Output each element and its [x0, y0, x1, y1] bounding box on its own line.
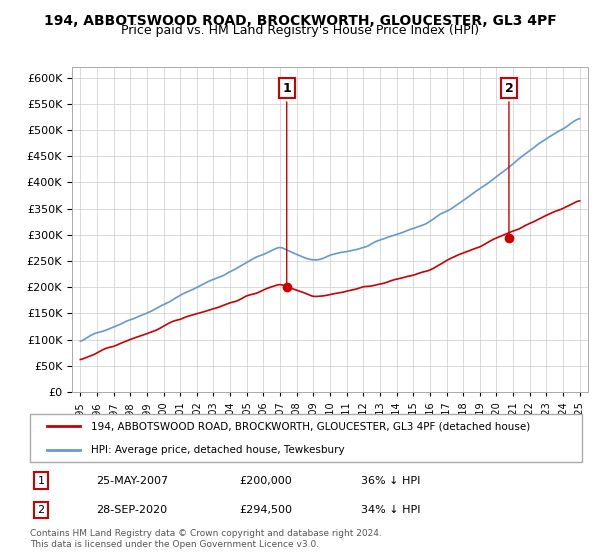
Text: £294,500: £294,500 [240, 505, 293, 515]
Text: £200,000: £200,000 [240, 476, 293, 486]
Text: Price paid vs. HM Land Registry's House Price Index (HPI): Price paid vs. HM Land Registry's House … [121, 24, 479, 37]
Text: 34% ↓ HPI: 34% ↓ HPI [361, 505, 421, 515]
Text: HPI: Average price, detached house, Tewkesbury: HPI: Average price, detached house, Tewk… [91, 445, 344, 455]
FancyBboxPatch shape [30, 414, 582, 462]
Text: 1: 1 [38, 476, 44, 486]
Text: 2: 2 [505, 82, 514, 235]
Text: 194, ABBOTSWOOD ROAD, BROCKWORTH, GLOUCESTER, GL3 4PF: 194, ABBOTSWOOD ROAD, BROCKWORTH, GLOUCE… [44, 14, 556, 28]
Text: 194, ABBOTSWOOD ROAD, BROCKWORTH, GLOUCESTER, GL3 4PF (detached house): 194, ABBOTSWOOD ROAD, BROCKWORTH, GLOUCE… [91, 421, 530, 431]
Text: 2: 2 [37, 505, 44, 515]
Text: 25-MAY-2007: 25-MAY-2007 [96, 476, 169, 486]
Text: 36% ↓ HPI: 36% ↓ HPI [361, 476, 421, 486]
Text: Contains HM Land Registry data © Crown copyright and database right 2024.
This d: Contains HM Land Registry data © Crown c… [30, 529, 382, 549]
Text: 1: 1 [283, 82, 291, 284]
Text: 28-SEP-2020: 28-SEP-2020 [96, 505, 167, 515]
